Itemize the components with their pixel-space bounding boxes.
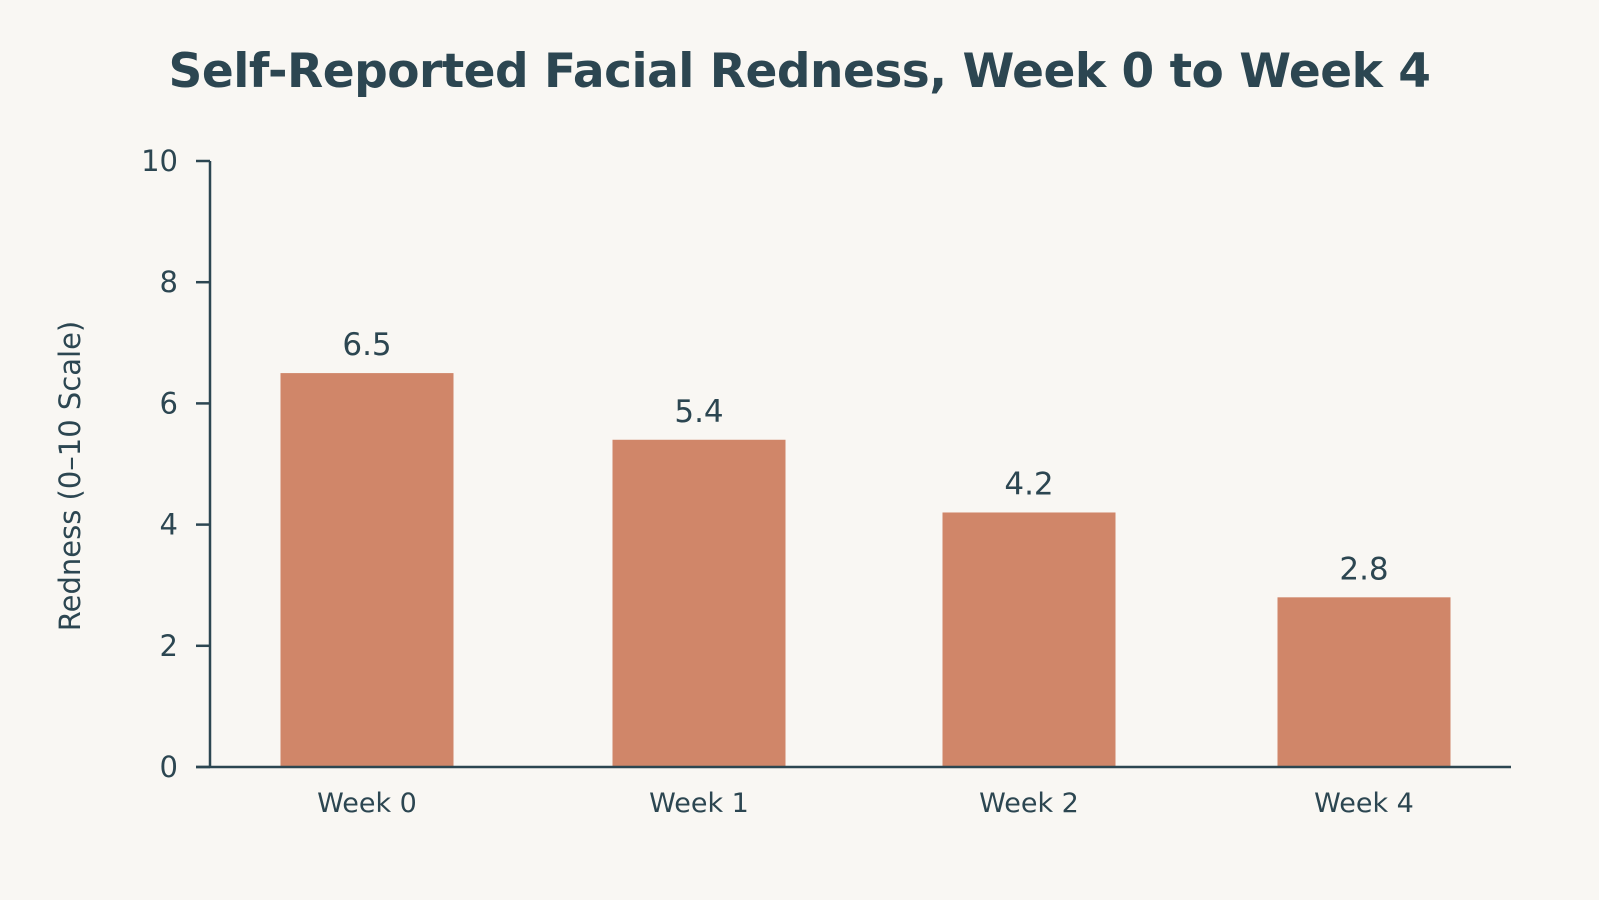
bar [942,512,1116,767]
bar-value-label: 4.2 [1004,466,1053,502]
x-category-label: Week 4 [1314,788,1414,819]
y-tick-label: 0 [160,750,178,784]
y-axis-ticks: 0 2 4 6 8 10 [141,144,210,784]
y-tick-label: 8 [160,265,178,299]
y-tick-label: 2 [160,629,178,663]
bar [612,439,786,767]
bar-value-label: 6.5 [342,327,391,363]
bar-value-label: 5.4 [674,394,723,430]
bar [280,373,454,767]
bar-value-label: 2.8 [1339,551,1388,587]
y-tick-label: 6 [160,386,178,420]
bar [1277,597,1451,767]
chart-title: Self-Reported Facial Redness, Week 0 to … [168,44,1431,99]
y-tick-label: 10 [141,144,178,178]
x-category-label: Week 1 [649,788,749,819]
x-category-label: Week 2 [979,788,1079,819]
y-axis-title: Redness (0–10 Scale) [53,321,87,631]
y-tick-label: 4 [160,508,178,542]
value-labels: 6.5 5.4 4.2 2.8 [342,327,1388,587]
category-labels: Week 0 Week 1 Week 2 Week 4 [317,788,1414,819]
bars [280,373,1451,767]
x-category-label: Week 0 [317,788,417,819]
